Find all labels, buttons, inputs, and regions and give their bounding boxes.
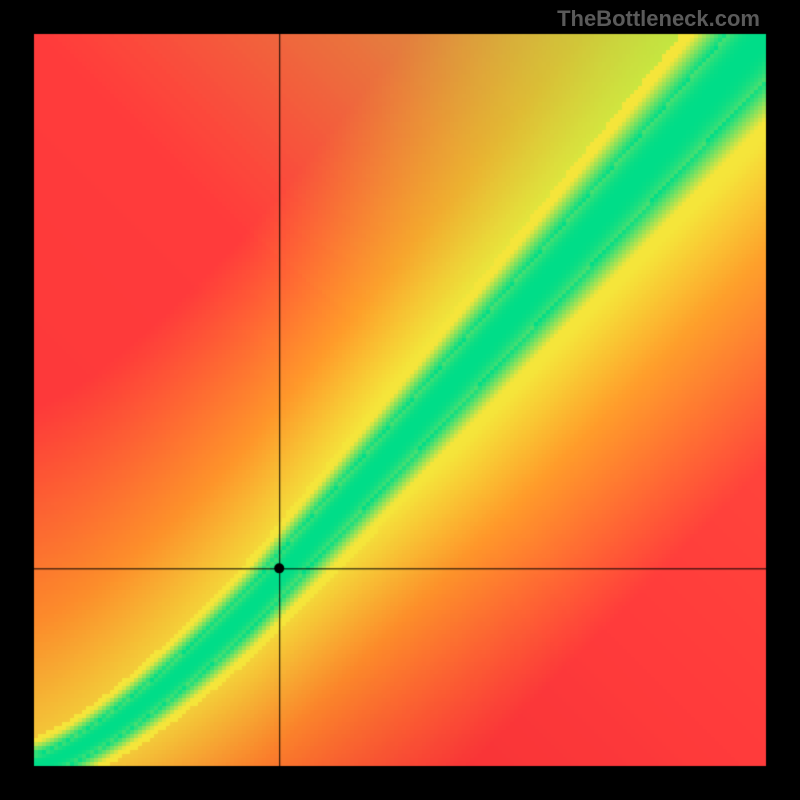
watermark-text: TheBottleneck.com xyxy=(557,6,760,32)
heatmap-canvas xyxy=(0,0,800,800)
